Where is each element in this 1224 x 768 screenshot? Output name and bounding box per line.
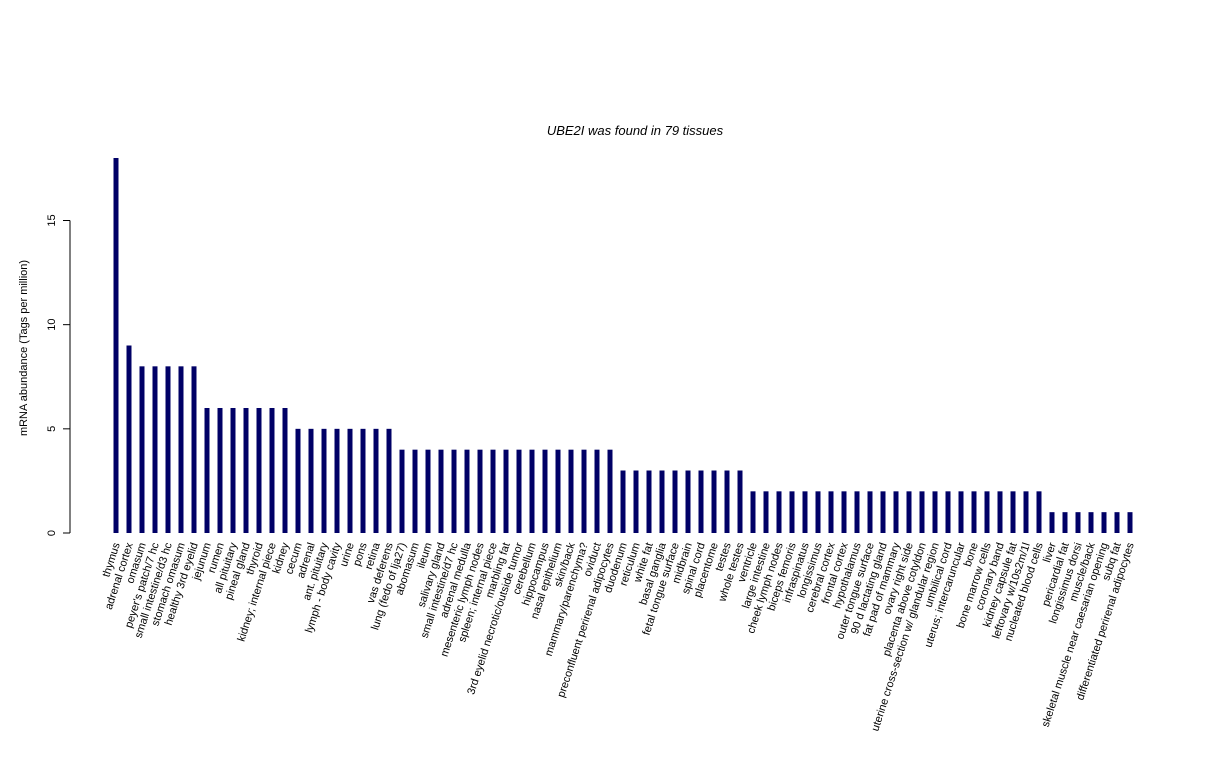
bar [269,408,275,533]
bar [464,449,470,533]
bar [334,428,340,533]
bar [1127,512,1133,533]
bar [932,491,938,533]
bar [594,449,600,533]
bar [503,449,509,533]
bar [347,428,353,533]
bar [516,449,522,533]
bar [113,158,119,533]
bar [880,491,886,533]
bar [555,449,561,533]
bar [997,491,1003,533]
bar [1062,512,1068,533]
bar [1049,512,1055,533]
y-axis-label: mRNA abundance (Tags per million) [18,260,30,436]
bar [191,366,197,533]
bar [1023,491,1029,533]
bar [659,470,665,533]
bar [1010,491,1016,533]
bar [373,428,379,533]
bar [607,449,613,533]
bar [685,470,691,533]
bar [542,449,548,533]
bar [1036,491,1042,533]
bar [815,491,821,533]
bar [308,428,314,533]
bar [126,345,132,533]
bar [425,449,431,533]
bar [230,408,236,533]
bars-group [113,158,1133,533]
bar [841,491,847,533]
bar [568,449,574,533]
bar [438,449,444,533]
bar [724,470,730,533]
y-tick-label: 0 [46,530,58,536]
bar [360,428,366,533]
bar [945,491,951,533]
bar [854,491,860,533]
chart-title: UBE2I was found in 79 tissues [547,123,724,138]
bar [451,449,457,533]
bar [971,491,977,533]
bar [633,470,639,533]
bar [152,366,158,533]
bar [282,408,288,533]
bar [802,491,808,533]
bar [295,428,301,533]
bar [919,491,925,533]
bar [256,408,262,533]
bar [763,491,769,533]
bar [906,491,912,533]
bar [386,428,392,533]
bar [412,449,418,533]
bar [672,470,678,533]
bar [217,408,223,533]
bar [776,491,782,533]
bar [646,470,652,533]
bar [1101,512,1107,533]
bar [529,449,535,533]
bar [958,491,964,533]
bar [204,408,210,533]
bar [178,366,184,533]
bar [984,491,990,533]
bar [1114,512,1120,533]
bar [399,449,405,533]
bar [893,491,899,533]
bar [867,491,873,533]
bar [620,470,626,533]
bar [139,366,145,533]
bar [1088,512,1094,533]
bar [789,491,795,533]
bar [750,491,756,533]
bar [1075,512,1081,533]
bar [490,449,496,533]
bar [321,428,327,533]
bar [737,470,743,533]
bar [477,449,483,533]
y-axis: 0 5 10 15 [46,214,71,536]
bar [828,491,834,533]
bar [698,470,704,533]
y-tick-label: 10 [46,319,58,331]
y-tick-label: 15 [46,214,58,226]
y-tick-label: 5 [46,426,58,432]
bar [165,366,171,533]
bar [581,449,587,533]
bar [243,408,249,533]
bar [711,470,717,533]
